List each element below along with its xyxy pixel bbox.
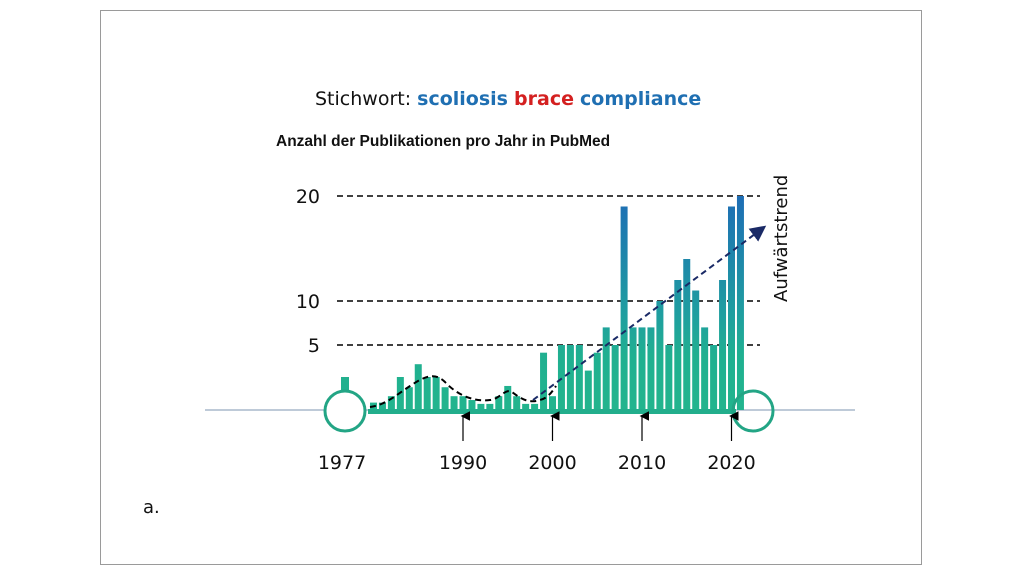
bar-1996 (513, 396, 521, 410)
bar-1990 (459, 396, 467, 410)
bar-2002 (566, 345, 574, 410)
bar-1998 (531, 403, 539, 410)
bar-1986 (423, 377, 431, 410)
bar-2007 (611, 345, 619, 410)
bar-1993 (486, 403, 494, 410)
bar-1992 (477, 403, 485, 410)
bar-1988 (441, 387, 449, 410)
bar-2011 (647, 327, 655, 410)
bar-1994 (495, 396, 503, 410)
start-circle-marker (323, 389, 367, 433)
bar-2016 (692, 290, 700, 410)
bar-1984 (405, 387, 413, 410)
y-tick-label: 5 (308, 335, 320, 357)
bar-2006 (602, 327, 610, 410)
bar-1977 (341, 377, 349, 392)
bar-1991 (468, 400, 476, 410)
keyword-3: compliance (580, 88, 701, 110)
bar-2005 (593, 352, 601, 410)
x-tick-label: 1990 (439, 452, 487, 474)
end-circle-marker (731, 389, 775, 433)
bar-1981 (378, 402, 386, 410)
bar-2017 (701, 327, 709, 410)
bar-2009 (629, 327, 637, 410)
x-tick-label: 2020 (707, 452, 755, 474)
keyword-1: scoliosis (417, 88, 508, 110)
bar-2018 (710, 345, 718, 410)
x-tick-label: 1977 (318, 452, 366, 474)
x-tick-label: 2000 (528, 452, 576, 474)
bar-2001 (557, 345, 565, 410)
bar-2020 (728, 206, 735, 410)
figure-frame (100, 10, 922, 565)
bar-2015 (683, 259, 691, 410)
y-tick-label: 10 (296, 291, 320, 313)
bar-1982 (387, 396, 395, 410)
bar-1997 (522, 403, 530, 410)
bar-2021 (736, 196, 744, 410)
bar-1987 (432, 377, 440, 410)
y-tick-label: 20 (296, 186, 320, 208)
bar-2008 (620, 206, 628, 410)
bar-1989 (450, 396, 458, 410)
baseline-strip (368, 409, 736, 414)
bar-1999 (540, 352, 548, 410)
bar-2003 (575, 345, 583, 410)
bar-2019 (719, 280, 727, 410)
bar-1985 (414, 364, 422, 410)
chart-title: Stichwort: scoliosis brace compliance (315, 88, 701, 110)
bar-2000 (549, 396, 556, 410)
bar-2004 (584, 370, 592, 410)
bar-1995 (504, 385, 512, 410)
chart-subtitle: Anzahl der Publikationen pro Jahr in Pub… (276, 133, 610, 150)
x-tick-label: 2010 (618, 452, 666, 474)
bar-2013 (665, 345, 673, 410)
uptrend-label: Aufwärtstrend (771, 175, 792, 302)
bar-2012 (656, 301, 664, 410)
keyword-2: brace (514, 88, 574, 110)
uptrend-arrow (532, 225, 767, 401)
figure-label: a. (143, 497, 160, 518)
early-trend-curve (369, 375, 557, 408)
bar-2014 (674, 280, 682, 410)
bar-2010 (638, 327, 646, 410)
